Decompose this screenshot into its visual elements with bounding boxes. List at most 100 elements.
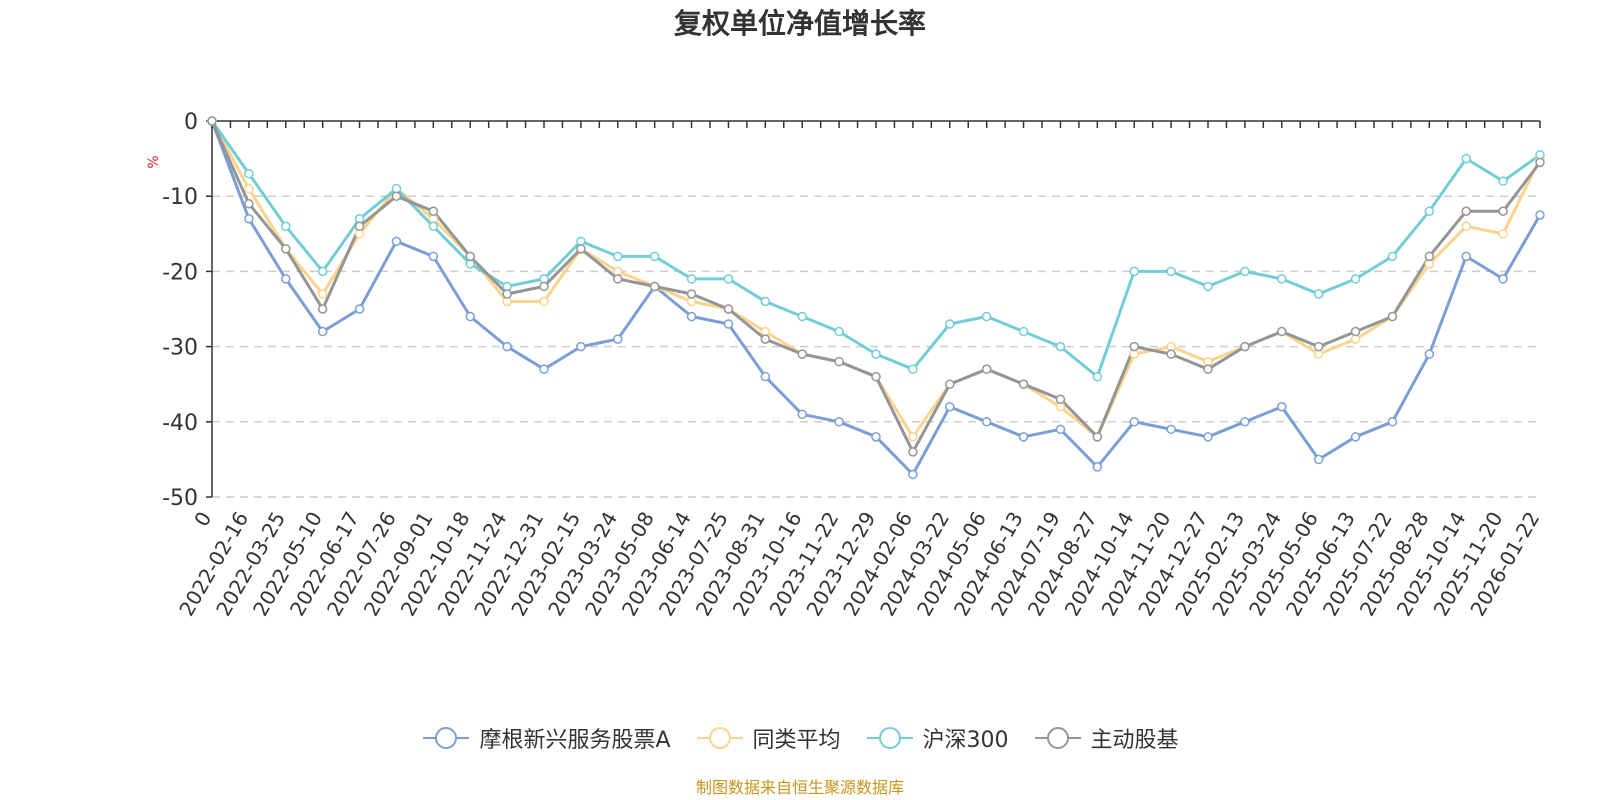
data-point bbox=[981, 417, 992, 427]
legend-item[interactable]: 主动股基 bbox=[1033, 722, 1179, 754]
data-point bbox=[465, 251, 475, 262]
legend-item[interactable]: 沪深300 bbox=[865, 722, 1009, 754]
y-tick-label: -50 bbox=[162, 486, 198, 511]
data-point bbox=[981, 364, 992, 374]
data-point bbox=[1203, 364, 1213, 374]
data-point bbox=[1092, 371, 1103, 382]
data-point bbox=[613, 334, 623, 344]
data-point bbox=[1461, 153, 1471, 164]
data-point bbox=[317, 304, 328, 314]
data-point bbox=[317, 326, 328, 337]
data-point bbox=[686, 274, 697, 284]
data-point bbox=[465, 311, 475, 322]
data-point bbox=[723, 319, 734, 329]
source-note: 制图数据来自恒生聚源数据库 bbox=[695, 778, 904, 797]
data-point bbox=[428, 206, 439, 216]
data-point bbox=[723, 304, 734, 314]
data-point bbox=[281, 274, 291, 284]
data-point bbox=[908, 447, 918, 457]
data-point bbox=[1277, 326, 1287, 337]
data-point bbox=[945, 319, 955, 329]
data-point bbox=[834, 356, 844, 367]
data-point bbox=[428, 221, 439, 232]
data-point bbox=[797, 409, 807, 420]
data-point bbox=[1166, 349, 1176, 359]
legend-label: 摩根新兴服务股票A bbox=[479, 728, 671, 753]
legend-item[interactable]: 摩根新兴服务股票A bbox=[421, 722, 671, 754]
legend-item[interactable]: 同类平均 bbox=[695, 722, 841, 754]
data-point bbox=[1498, 274, 1508, 284]
data-point bbox=[1461, 251, 1471, 262]
data-point bbox=[1240, 341, 1250, 352]
legend-label: 主动股基 bbox=[1090, 728, 1179, 753]
data-point bbox=[539, 364, 549, 374]
data-point bbox=[502, 341, 512, 352]
data-point bbox=[834, 326, 844, 337]
data-point bbox=[354, 221, 365, 232]
data-point bbox=[1240, 417, 1250, 427]
legend-marker-icon bbox=[696, 727, 743, 749]
data-point bbox=[1535, 210, 1545, 220]
data-point bbox=[649, 251, 660, 262]
data-point bbox=[871, 349, 881, 359]
data-point bbox=[1055, 394, 1066, 404]
data-point bbox=[1350, 274, 1361, 284]
data-point bbox=[1055, 341, 1066, 352]
data-point bbox=[1498, 176, 1508, 186]
data-point bbox=[871, 432, 881, 442]
data-point bbox=[1277, 402, 1287, 412]
data-point bbox=[539, 296, 549, 307]
data-point bbox=[1387, 311, 1398, 322]
data-point bbox=[871, 371, 881, 382]
legend-label: 沪深300 bbox=[922, 728, 1009, 753]
data-point bbox=[281, 244, 291, 254]
data-point bbox=[1203, 432, 1213, 442]
data-point bbox=[1424, 206, 1435, 216]
series-line bbox=[210, 120, 1542, 439]
data-point bbox=[908, 432, 918, 442]
series-lines bbox=[207, 116, 1545, 480]
data-point bbox=[1350, 326, 1361, 337]
data-point bbox=[723, 274, 734, 284]
data-point bbox=[1424, 349, 1435, 359]
data-point bbox=[281, 221, 291, 232]
data-point bbox=[760, 371, 771, 382]
data-point bbox=[1498, 206, 1508, 216]
y-tick-label: -30 bbox=[162, 336, 198, 361]
data-point bbox=[1166, 424, 1176, 435]
data-point bbox=[244, 168, 254, 179]
data-point bbox=[1461, 221, 1471, 232]
data-point bbox=[908, 364, 918, 374]
data-point bbox=[945, 379, 955, 389]
data-point bbox=[244, 214, 254, 224]
data-point bbox=[834, 417, 844, 427]
y-tick-label: -10 bbox=[162, 185, 198, 210]
x-tick-label: 0 bbox=[189, 508, 216, 531]
data-point bbox=[613, 274, 623, 284]
data-point bbox=[1387, 251, 1398, 262]
data-point bbox=[1018, 326, 1029, 337]
data-point bbox=[317, 289, 328, 299]
data-point bbox=[1240, 266, 1250, 277]
data-point bbox=[391, 236, 402, 247]
data-point bbox=[1129, 266, 1139, 277]
data-point bbox=[354, 304, 365, 314]
data-point bbox=[502, 289, 512, 299]
data-point bbox=[1129, 417, 1139, 427]
data-point bbox=[1313, 289, 1324, 299]
data-point bbox=[576, 341, 586, 352]
data-point bbox=[760, 334, 771, 344]
y-tick-label: -40 bbox=[162, 411, 198, 436]
data-point bbox=[244, 183, 254, 194]
legend-marker-icon bbox=[866, 727, 913, 749]
data-point bbox=[649, 281, 660, 292]
data-point bbox=[576, 244, 586, 254]
data-point bbox=[1313, 454, 1324, 465]
data-point bbox=[317, 266, 328, 277]
data-point bbox=[686, 289, 697, 299]
data-point bbox=[797, 311, 807, 322]
legend-marker-icon bbox=[1034, 727, 1081, 749]
data-point bbox=[1277, 274, 1287, 284]
data-point bbox=[1498, 229, 1508, 239]
